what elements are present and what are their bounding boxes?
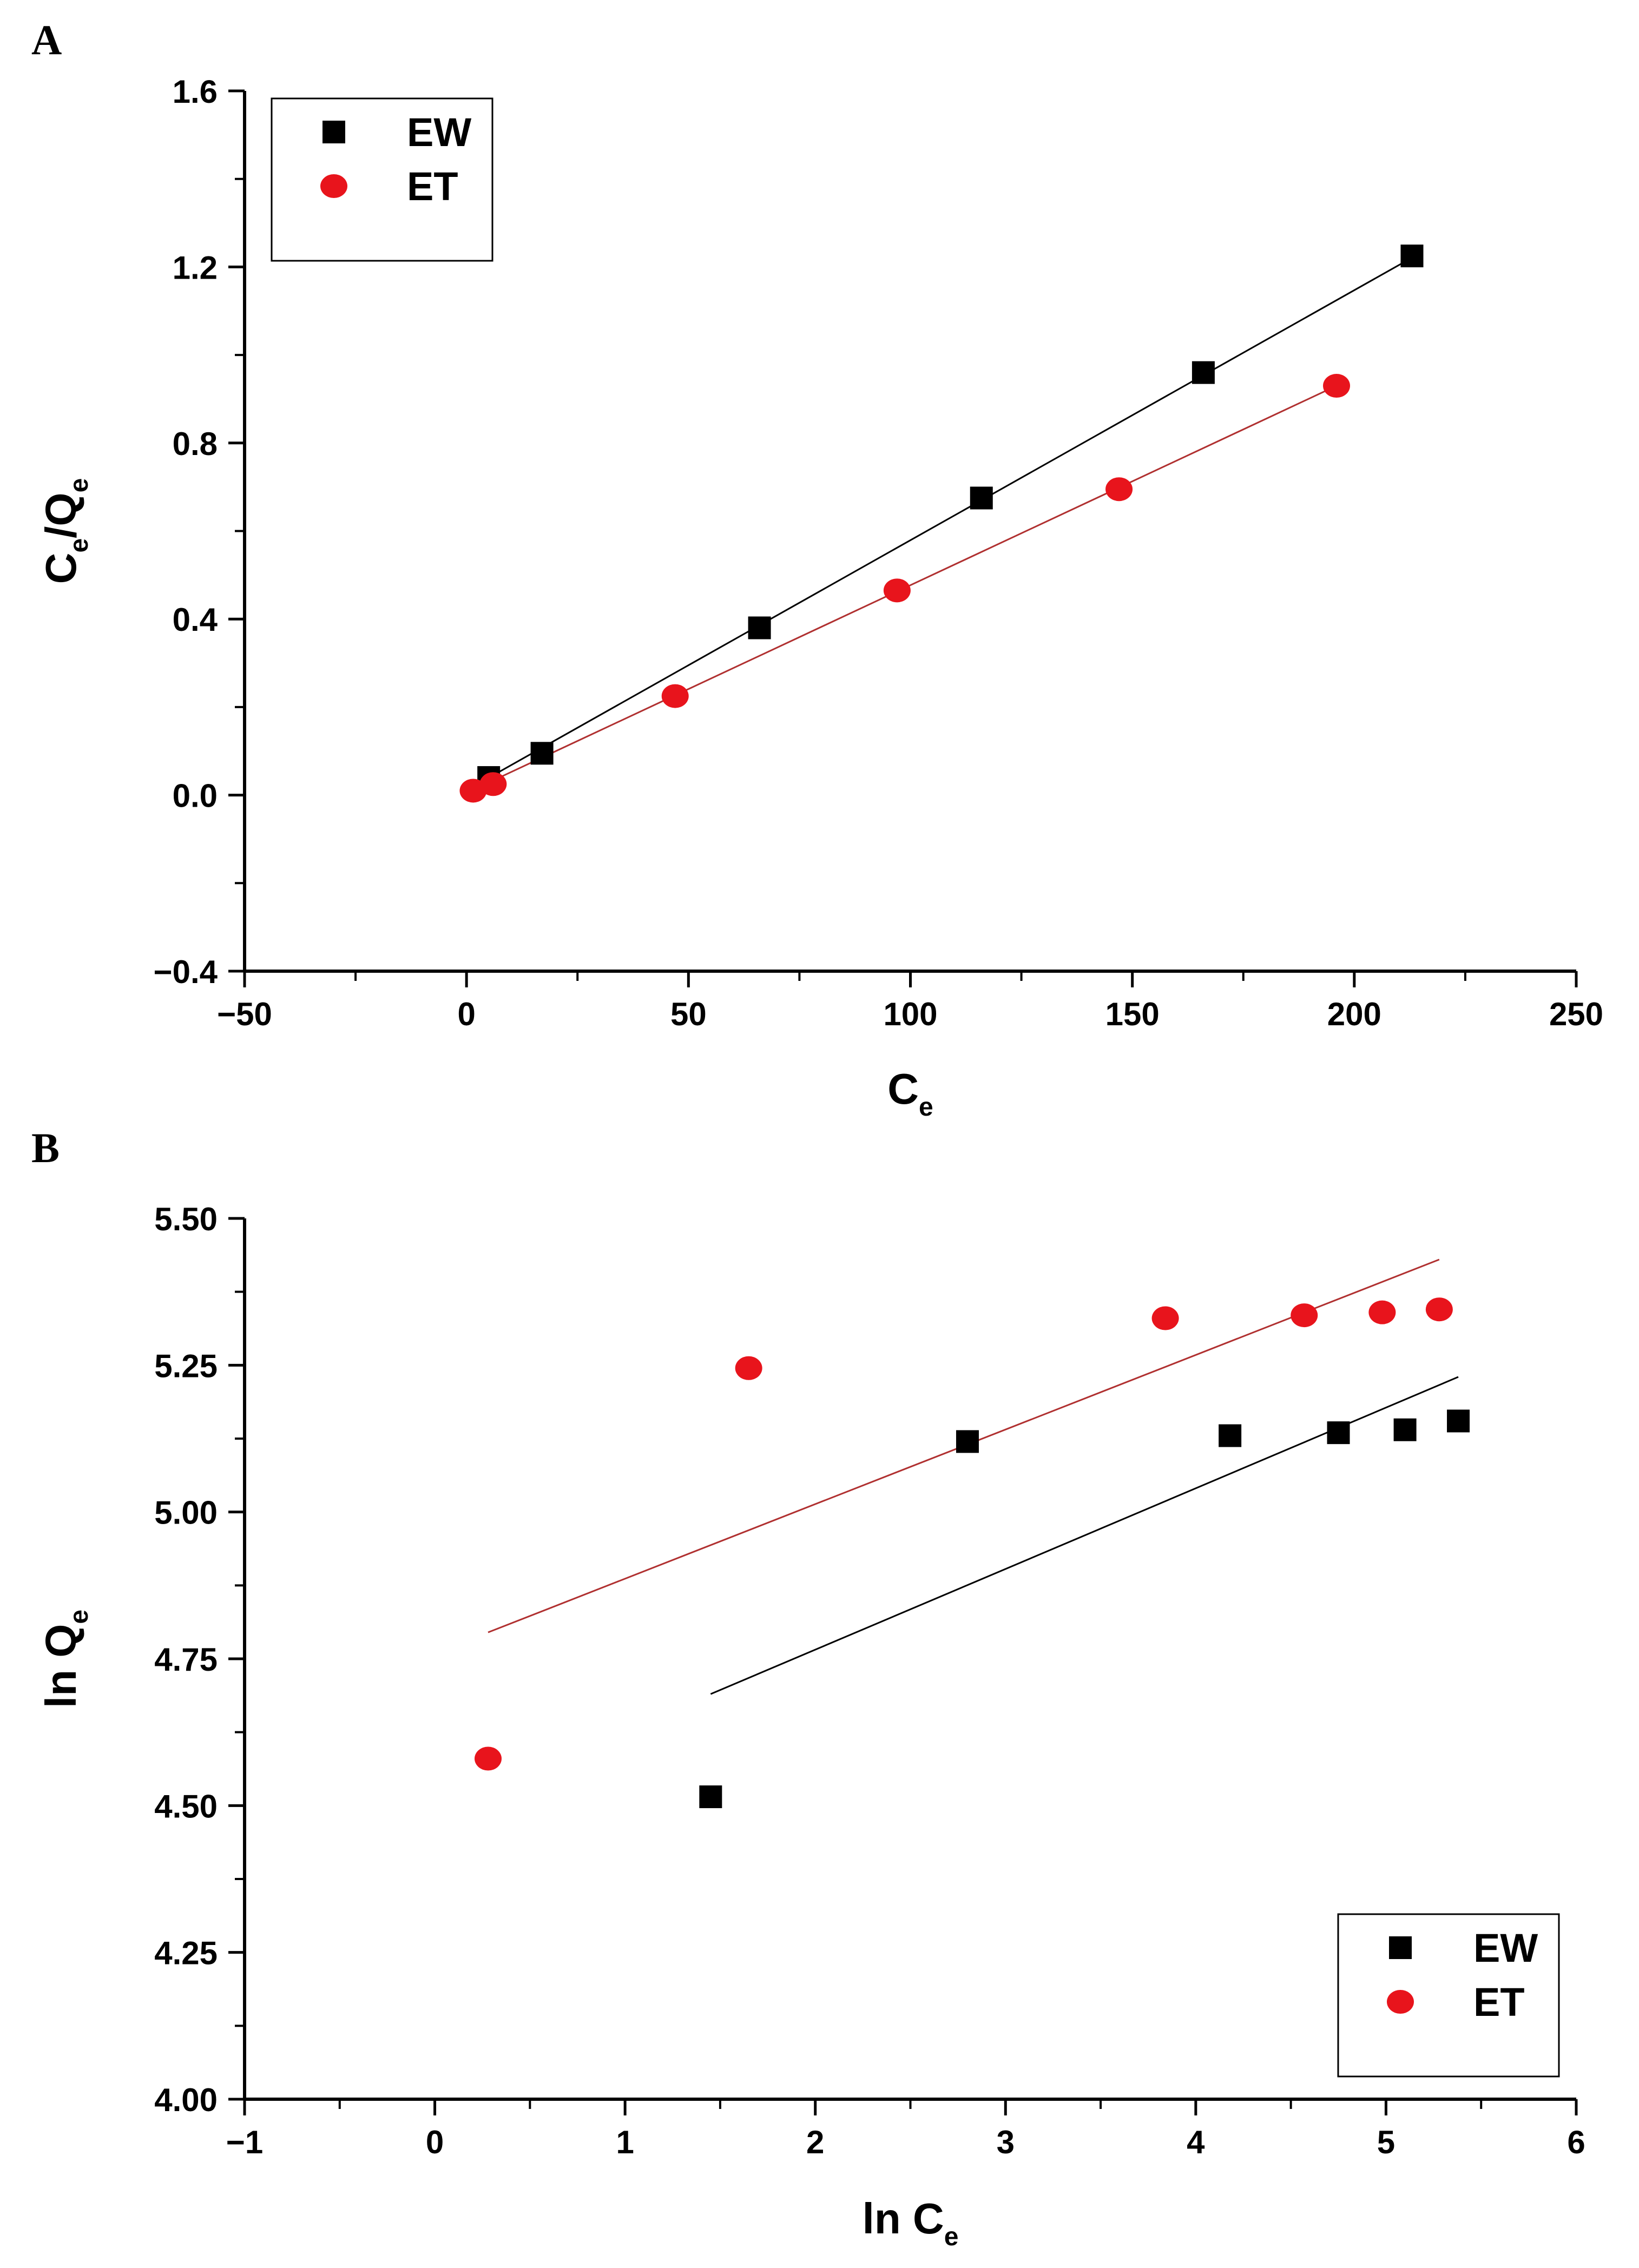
data-point-et [1291,1303,1318,1328]
panel-letter: A [31,16,62,63]
data-point-ew [1447,1409,1470,1433]
y-tick-label: 4.25 [154,1935,218,1972]
data-point-et [883,578,911,603]
x-axis-title-subscript: e [944,2223,959,2251]
data-point-ew [699,1785,722,1809]
x-tick-label: 0 [426,2124,444,2160]
y-tick-label: 5.50 [154,1201,218,1237]
x-tick-label: 0 [457,996,475,1032]
data-point-et [1323,374,1351,398]
legend-marker-ew [1389,1936,1412,1959]
data-point-et [1105,477,1133,502]
y-axis-title-subscript: e [65,538,94,553]
y-tick-label: −0.4 [154,954,218,990]
data-point-ew [748,616,771,639]
legend: EW ET [1337,1913,1560,2078]
legend-label-ew: EW [1473,1926,1538,1970]
data-point-ew [1400,245,1424,268]
x-tick-label: −50 [217,996,272,1032]
y-tick-label: 0.8 [173,426,218,462]
y-tick-label: 1.6 [173,74,218,110]
y-axis-title-subscript-2: e [65,478,94,493]
x-tick-label: 100 [883,996,937,1032]
y-axis-title-main: ln Q [37,1624,85,1709]
data-point-et [661,684,689,708]
x-tick-label: 250 [1549,996,1603,1032]
legend-box [271,97,493,262]
data-point-ew [1219,1424,1242,1447]
y-tick-label: 4.75 [154,1641,218,1678]
legend-label-ew: EW [407,110,471,155]
x-tick-label: −1 [226,2124,263,2160]
legend: EW ET [271,97,493,262]
panel-a: A −50 0 50 100 150 200 250 −0.4 0.0 0.4 0.8 1.2 1.6 Ce… [31,16,1603,1122]
legend-label-et: ET [1473,1980,1525,2025]
data-point-et [1368,1300,1396,1324]
x-axis-title-main: C [887,1065,919,1113]
y-axis-title: Ce/Qe [37,478,94,584]
y-axis-title: ln Qe [37,1610,94,1708]
x-tick-label: 2 [806,2124,824,2160]
x-tick-label: 1 [616,2124,634,2160]
y-tick-label: 5.25 [154,1348,218,1384]
data-point-ew [970,486,993,510]
x-tick-label: 5 [1377,2124,1395,2160]
legend-label-et: ET [407,164,458,209]
x-axis-title-subscript: e [919,1093,933,1122]
y-axis-title-main-2: /Q [37,492,85,538]
data-point-ew [1192,361,1215,384]
y-tick-label: 5.00 [154,1495,218,1531]
legend-marker-et [320,174,347,198]
panel-letter: B [31,1124,60,1171]
y-tick-label: 0.0 [173,778,218,814]
y-axis-title-subscript: e [65,1610,94,1624]
data-point-et [1151,1306,1179,1330]
legend-marker-et [1387,1990,1414,2014]
y-tick-label: 1.2 [173,249,218,286]
x-tick-label: 6 [1567,2124,1585,2160]
y-tick-label: 4.50 [154,1788,218,1824]
data-point-et [475,1746,502,1771]
legend-marker-ew [322,121,345,143]
y-tick-label: 4.00 [154,2082,218,2118]
data-point-et [735,1356,762,1380]
panel-b: B −1 0 1 2 3 4 5 6 4.00 4.25 4.50 4.75 5.00 5.25 5.50 ln… [31,1124,1585,2251]
x-tick-label: 4 [1187,2124,1205,2160]
data-point-et [1425,1297,1453,1322]
x-tick-label: 200 [1327,996,1381,1032]
fit-line-ew [466,257,1413,791]
data-point-ew [956,1430,979,1453]
x-axis-title: ln Ce [863,2194,959,2251]
y-tick-label: 0.4 [173,602,218,638]
data-point-ew [1393,1418,1417,1441]
x-axis-title-main: ln C [863,2194,944,2243]
legend-box [1337,1913,1560,2078]
x-axis-title: Ce [887,1065,933,1122]
data-point-ew [530,742,554,765]
data-point-et [479,772,507,796]
data-point-ew [1327,1421,1350,1445]
x-tick-label: 50 [670,996,707,1032]
y-axis-title-main: C [37,553,85,584]
x-tick-label: 3 [997,2124,1015,2160]
x-tick-label: 150 [1105,996,1160,1032]
